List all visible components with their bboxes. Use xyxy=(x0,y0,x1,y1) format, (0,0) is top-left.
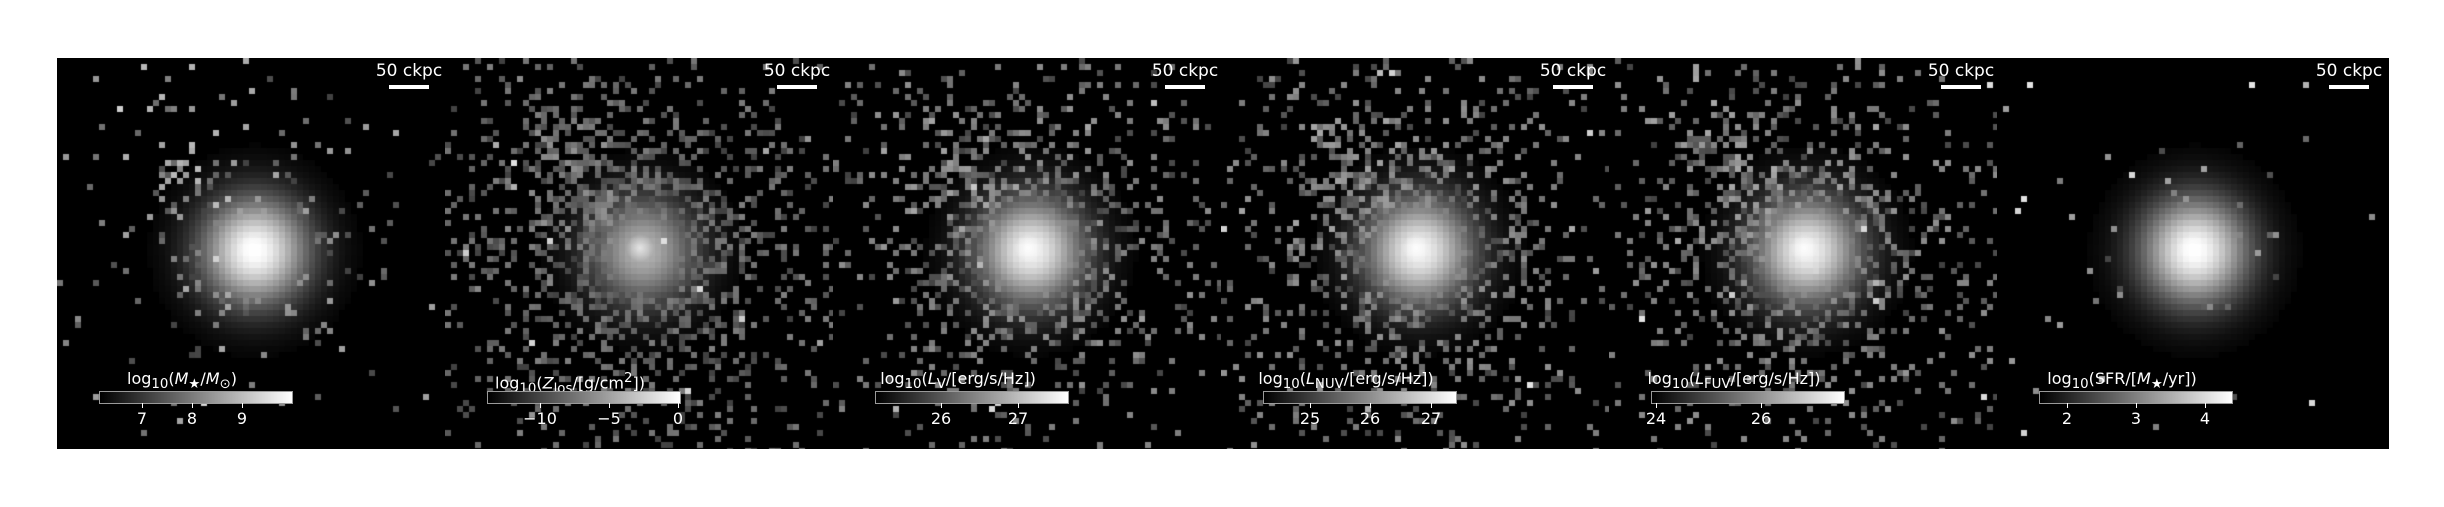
colorbar xyxy=(1263,391,1457,404)
colorbar-tick-label: 26 xyxy=(1359,409,1381,428)
colorbar-tick-label: 25 xyxy=(1299,409,1321,428)
colorbar-tick xyxy=(2136,403,2137,408)
map-image xyxy=(1997,58,2385,449)
scale-bar-label: 50 ckpc xyxy=(763,61,831,81)
scale-bar-label: 50 ckpc xyxy=(1151,61,1219,81)
colorbar-tick-label: 3 xyxy=(2130,409,2142,428)
colorbar-tick xyxy=(1431,403,1432,408)
scale-bar xyxy=(389,85,429,89)
colorbar xyxy=(875,391,1069,404)
colorbar-tick-label: 9 xyxy=(236,409,248,428)
colorbar-tick-label: 26 xyxy=(930,409,952,428)
colorbar-tick-label: 7 xyxy=(136,409,148,428)
map-panel-5: 50 ckpc log10(LFUV/[erg/s/Hz]) 24 26 xyxy=(1609,58,1997,449)
colorbar-tick-label: 24 xyxy=(1645,409,1667,428)
colorbar-tick xyxy=(1018,403,1019,408)
colorbar-tick-label: −10 xyxy=(523,409,557,428)
map-panel-6: 50 ckpc log10(SFR/[M★/yr]) 2 3 4 xyxy=(1997,58,2385,449)
colorbar-tick-label: 8 xyxy=(186,409,198,428)
map-image xyxy=(1609,58,1997,449)
map-image xyxy=(833,58,1221,449)
map-panel-4: 50 ckpc log10(LNUV/[erg/s/Hz]) 25 26 27 xyxy=(1221,58,1609,449)
colorbar-tick xyxy=(1310,403,1311,408)
map-image xyxy=(57,58,445,449)
scale-bar-label: 50 ckpc xyxy=(1927,61,1995,81)
map-panel-1: 50 ckpc log10(M★/M⊙) 7 8 9 xyxy=(57,58,445,449)
colorbar-tick xyxy=(941,403,942,408)
colorbar-label: log10(M★/M⊙) xyxy=(127,369,237,393)
colorbar-tick xyxy=(540,403,541,408)
colorbar-tick-label: 4 xyxy=(2199,409,2211,428)
colorbar-tick-label: 26 xyxy=(1750,409,1772,428)
colorbar-tick-label: 27 xyxy=(1007,409,1029,428)
image-panel-strip: 50 ckpc log10(M★/M⊙) 7 8 9 50 ckpc log10(Zlos/… xyxy=(57,58,2389,449)
scale-bar xyxy=(1553,85,1593,89)
colorbar-tick xyxy=(609,403,610,408)
scale-bar-label: 50 ckpc xyxy=(2315,61,2383,81)
colorbar-label: log10(LNUV/[erg/s/Hz]) xyxy=(1258,369,1434,393)
colorbar xyxy=(99,391,293,404)
colorbar-tick xyxy=(1761,403,1762,408)
colorbar-tick-label: −5 xyxy=(597,409,621,428)
colorbar-label: log10(LFUV/[erg/s/Hz]) xyxy=(1647,369,1821,393)
map-image xyxy=(445,58,833,449)
scale-bar xyxy=(777,85,817,89)
scale-bar-label: 50 ckpc xyxy=(1539,61,1607,81)
colorbar xyxy=(1651,391,1845,404)
colorbar-label: log10(LV/[erg/s/Hz]) xyxy=(880,369,1036,393)
map-image xyxy=(1221,58,1609,449)
scale-bar xyxy=(2329,85,2369,89)
colorbar-tick-label: 2 xyxy=(2061,409,2073,428)
map-panel-2: 50 ckpc log10(Zlos/[g/cm2]) −10 −5 0 xyxy=(445,58,833,449)
colorbar-tick-label: 27 xyxy=(1420,409,1442,428)
colorbar xyxy=(2039,391,2233,404)
colorbar-tick-label: 0 xyxy=(672,409,684,428)
colorbar-tick xyxy=(192,403,193,408)
colorbar-tick xyxy=(2205,403,2206,408)
scale-bar xyxy=(1165,85,1205,89)
colorbar-label: log10(SFR/[M★/yr]) xyxy=(2047,369,2197,393)
map-panel-3: 50 ckpc log10(LV/[erg/s/Hz]) 26 27 xyxy=(833,58,1221,449)
colorbar-tick xyxy=(678,403,679,408)
colorbar-tick xyxy=(2067,403,2068,408)
colorbar-tick xyxy=(1370,403,1371,408)
scale-bar-label: 50 ckpc xyxy=(375,61,443,81)
colorbar-tick xyxy=(242,403,243,408)
colorbar-tick xyxy=(1656,403,1657,408)
colorbar xyxy=(487,391,681,404)
colorbar-tick xyxy=(142,403,143,408)
scale-bar xyxy=(1941,85,1981,89)
